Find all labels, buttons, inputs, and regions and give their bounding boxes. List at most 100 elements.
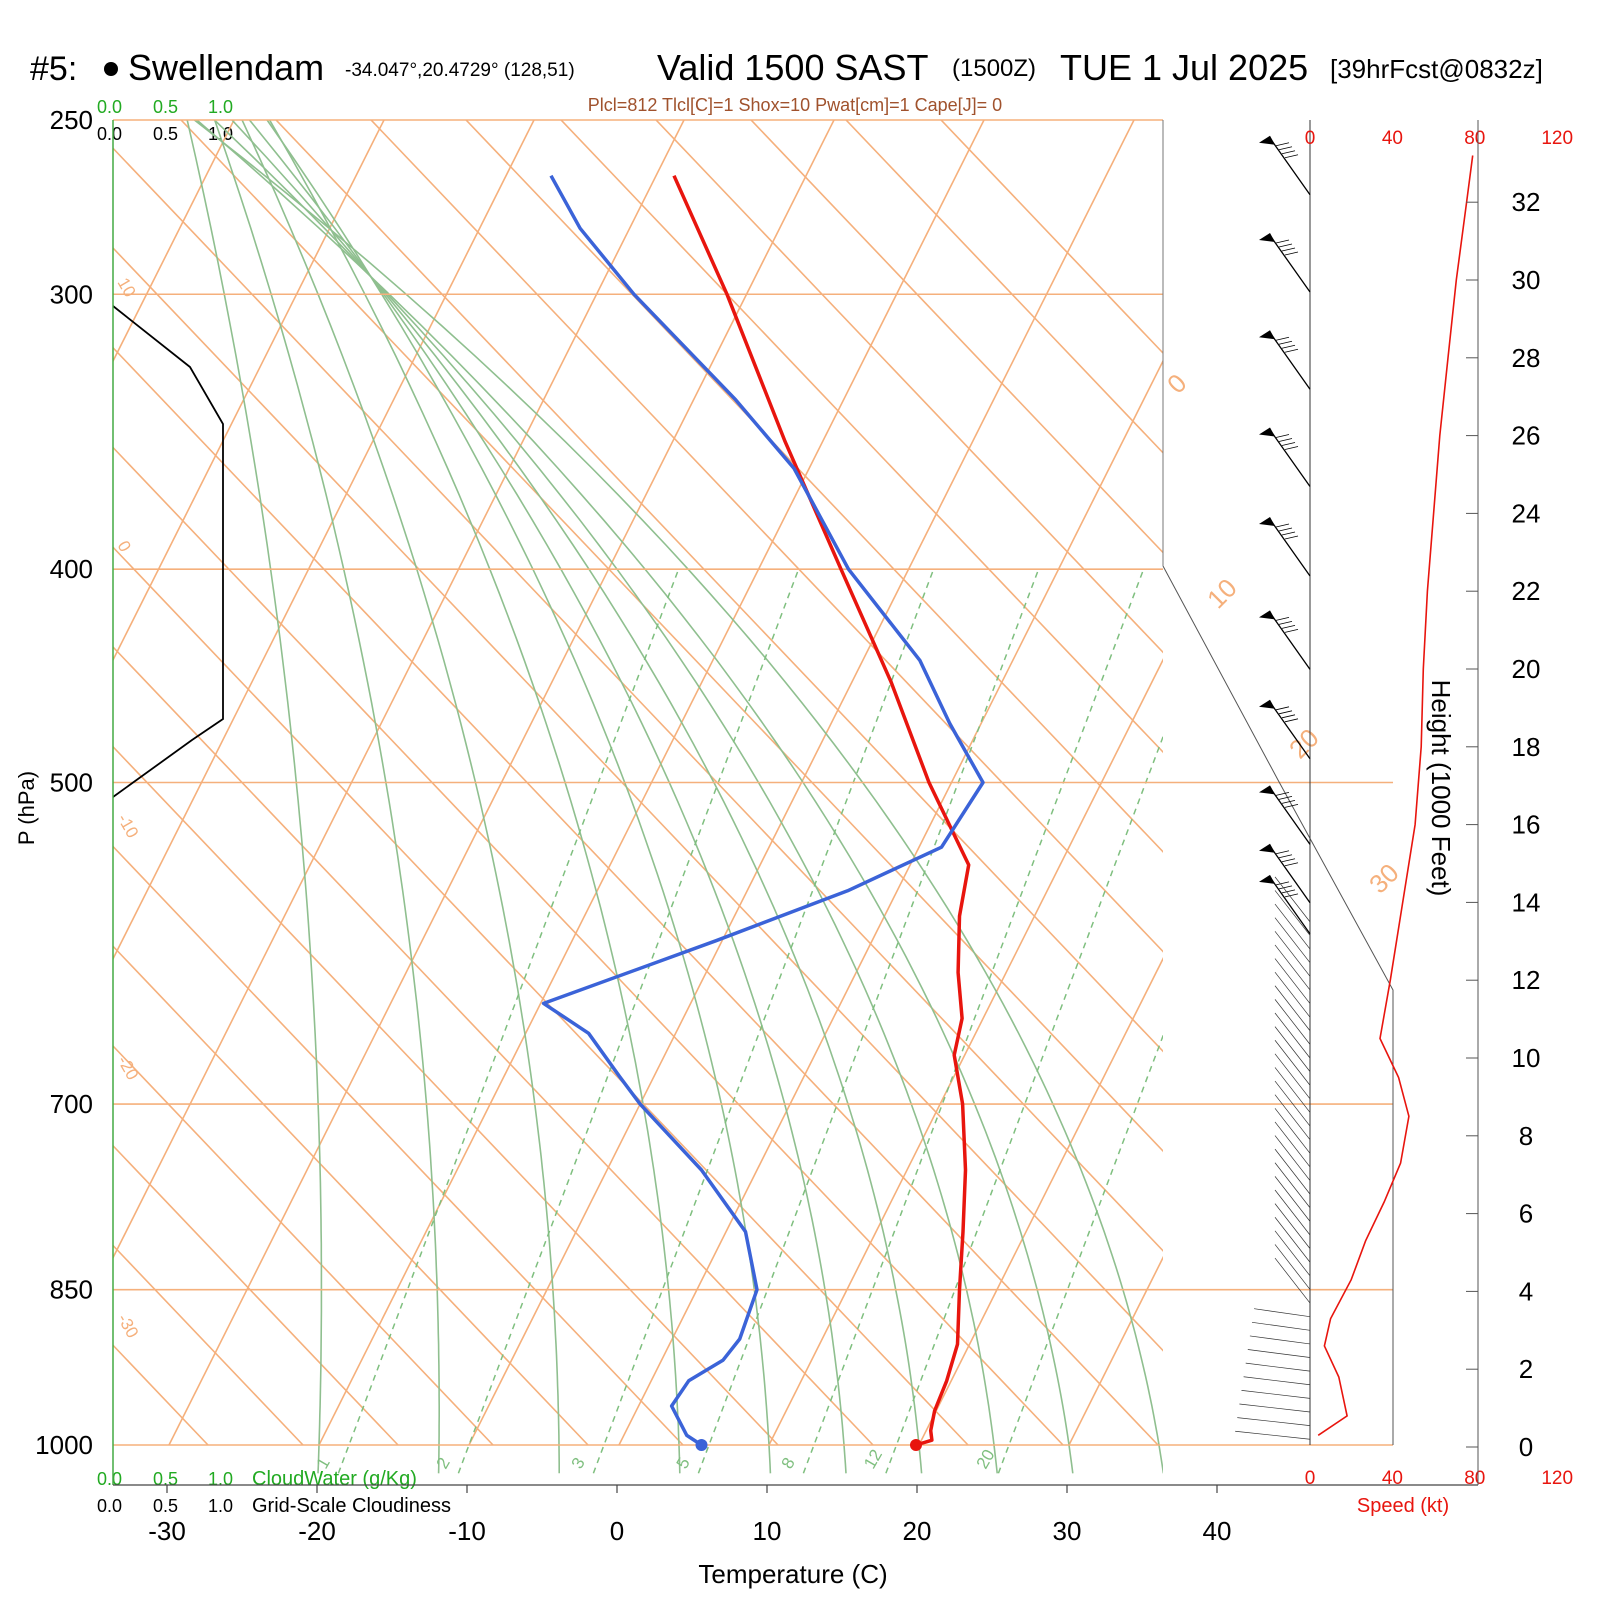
mixing-ratio-label: 8	[778, 1454, 799, 1472]
wind-barb-low	[1274, 1080, 1311, 1127]
mixing-ratio-label: 3	[568, 1454, 589, 1472]
station-marker-icon	[104, 62, 118, 76]
station-coords: -34.047°,20.4729° (128,51)	[345, 60, 575, 81]
wind-panel-outline	[1162, 120, 1394, 1445]
wind-barb-low	[1274, 1108, 1311, 1154]
station-id: #5:	[30, 50, 77, 88]
temperature-profile-line	[672, 174, 971, 1447]
cloudiness-label: Grid-Scale Cloudiness	[252, 1495, 451, 1517]
wind-barb-low	[1235, 1430, 1311, 1440]
height-axis-label: Height (1000 Feet)	[1426, 680, 1456, 897]
wind-barb-feather	[1275, 706, 1290, 711]
wind-barb-staff	[1268, 428, 1311, 487]
wind-barb-feather	[1284, 348, 1299, 353]
cloudwater-tick: 1.0	[208, 97, 233, 117]
adiabat-line	[113, 1244, 304, 1446]
wind-barb-feather	[1281, 531, 1296, 536]
cloudiness-tick: 0.0	[97, 124, 122, 144]
moist-adiabat-line	[231, 120, 923, 1474]
pressure-tick-labels: 1000 850 700 500 400 300 250	[35, 105, 93, 1460]
x-tick-label: 40	[1203, 1516, 1232, 1546]
wind-barb-feather	[1284, 718, 1299, 723]
wind-barb-low	[1274, 890, 1311, 936]
wind-barb-feather	[1284, 862, 1299, 867]
wind-barb-low	[1251, 1321, 1311, 1331]
wind-barb-feather	[1275, 850, 1290, 855]
height-tick-label: 32	[1512, 187, 1541, 217]
wind-barb-feather	[1281, 624, 1296, 629]
wind-barbs	[1259, 135, 1311, 935]
cloudiness-profile	[112, 305, 224, 798]
wind-barb-staff	[1268, 136, 1311, 196]
wind-barb-low	[1237, 1417, 1311, 1426]
wind-barb-feather	[1278, 340, 1293, 345]
adiabat-line	[113, 446, 1064, 1446]
wind-barb-pennant	[1259, 516, 1275, 526]
height-tick-label: 30	[1512, 265, 1541, 295]
moist-adiabat-line	[248, 120, 847, 1474]
wind-barb-feather	[1275, 881, 1290, 886]
wind-barb-feather	[1281, 442, 1296, 446]
mixing-ratio-line	[997, 1033, 1163, 1474]
mixing-ratio-label: 2	[433, 1454, 454, 1472]
wind-barb-staff	[1268, 330, 1311, 390]
height-axis: Height (1000 Feet) 024681012141618202224…	[1426, 120, 1540, 1485]
wind-speed-line	[1317, 155, 1474, 1436]
wind-barb-low	[1274, 931, 1311, 977]
moist-adiabat-line	[196, 120, 1074, 1474]
adiabat-line	[113, 945, 589, 1446]
wind-barb-feather	[1281, 344, 1296, 349]
chart-header: #5: Swellendam -34.047°,20.4729° (128,51…	[30, 47, 1543, 88]
mixing-ratio-line	[457, 568, 800, 1474]
mixing-ratio-lines	[337, 568, 1163, 1474]
wind-barb-pennant	[1259, 233, 1275, 242]
wind-barb-low	[1274, 1217, 1311, 1263]
wind-barb-low	[1274, 917, 1311, 963]
height-tick-label: 10	[1512, 1043, 1541, 1073]
height-tick-label: 2	[1519, 1354, 1533, 1384]
speed-tick-label: 0	[1305, 1468, 1316, 1489]
wind-barb-feather	[1275, 142, 1290, 147]
mixing-ratio-label: 12	[860, 1446, 886, 1472]
wind-barb-feather	[1284, 628, 1299, 633]
speed-tick-label: 80	[1464, 128, 1485, 149]
isotherm-lines	[113, 120, 1600, 1446]
isotherm-label: 10	[114, 275, 140, 301]
mixing-ratio-line	[592, 568, 935, 1474]
moist-adiabat-line	[213, 120, 440, 1474]
temperature-tick-labels: -30 -20 -10 0 10 20 30 40	[148, 1485, 1231, 1546]
cloudiness-tick: 0.5	[153, 1496, 178, 1516]
cloudiness-tick: 0.5	[153, 124, 178, 144]
adiabat-line	[113, 1044, 494, 1446]
wind-barb-low	[1274, 1094, 1311, 1140]
height-tick-label: 8	[1519, 1121, 1533, 1151]
wind-barb-feather	[1281, 799, 1296, 804]
x-tick-label: 30	[1053, 1516, 1082, 1546]
dewpoint-profile-line	[541, 174, 985, 1447]
isobar-lines	[113, 119, 1393, 1446]
pressure-tick-label: 300	[50, 279, 93, 309]
pressure-tick-label: 400	[50, 554, 93, 584]
wind-barb-low	[1239, 1403, 1311, 1413]
height-tick-label: 12	[1512, 965, 1541, 995]
cloudiness-tick: 1.0	[208, 124, 233, 144]
isotherm-label: -20	[114, 1053, 143, 1084]
isotherm-line	[113, 120, 235, 363]
wind-barb-low	[1245, 1362, 1311, 1372]
wind-barb-feather	[1281, 858, 1296, 863]
height-tick-label: 26	[1512, 421, 1541, 451]
adiabat-line	[113, 1443, 114, 1445]
isotherm-label: 10	[1201, 573, 1243, 615]
moist-adiabat-line	[266, 120, 772, 1474]
isotherm-line	[1369, 120, 1600, 1445]
height-tick-label: 4	[1519, 1276, 1533, 1306]
speed-axis-label: Speed (kt)	[1357, 1495, 1449, 1517]
wind-barb-low	[1274, 1012, 1311, 1059]
isotherm-label: -10	[114, 811, 143, 842]
wind-barb-staff	[1268, 700, 1311, 760]
x-axis-label: Temperature (C)	[698, 1559, 887, 1589]
wind-barb-staff	[1268, 875, 1311, 935]
pressure-tick-label: 250	[50, 105, 93, 135]
wind-barb-feather	[1284, 535, 1299, 540]
wind-barb-feather	[1278, 620, 1293, 625]
